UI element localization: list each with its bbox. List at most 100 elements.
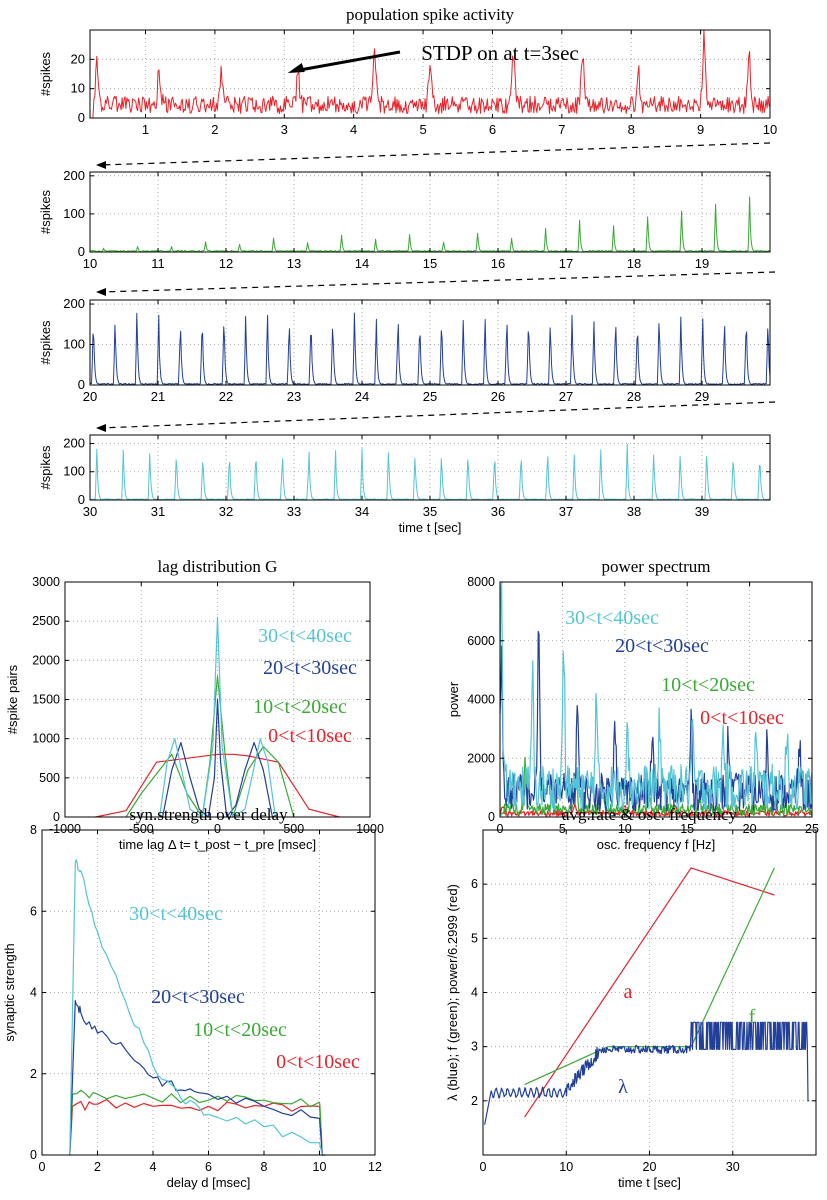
x-tick-label: 38 xyxy=(627,504,641,519)
series-line-green xyxy=(524,867,775,1086)
y-axis-label: power xyxy=(446,681,461,717)
x-axis-label: delay d [msec] xyxy=(167,1175,251,1190)
series-label: a xyxy=(624,981,633,1003)
y-tick-label: 4 xyxy=(30,986,37,1000)
series-line-red xyxy=(524,867,775,1118)
y-tick-label: 4 xyxy=(471,986,478,1000)
y-tick-label: 6 xyxy=(471,877,478,891)
series-line-navy xyxy=(162,698,273,818)
x-tick-label: 0 xyxy=(480,1160,487,1174)
series-label: 0<t<10sec xyxy=(700,707,784,729)
x-tick-label: 33 xyxy=(287,504,301,519)
x-tick-label: 30 xyxy=(726,1160,740,1174)
series-label: 0<t<10sec xyxy=(276,1051,360,1073)
y-tick-label: 8000 xyxy=(467,575,495,589)
x-tick-label: 5 xyxy=(419,122,426,137)
y-axis-label: #spike pairs xyxy=(5,664,20,734)
y-axis-label: #spikes xyxy=(38,189,53,234)
x-tick-label: 20 xyxy=(743,822,757,836)
series-label: λ xyxy=(618,1076,628,1098)
y-tick-label: 1000 xyxy=(32,732,60,746)
y-tick-label: 100 xyxy=(63,464,85,479)
x-axis-label: osc. frequency f [Hz] xyxy=(597,837,716,852)
series-line-cyan xyxy=(69,859,323,1156)
y-tick-label: 8 xyxy=(30,823,37,837)
x-tick-label: 25 xyxy=(805,822,819,836)
series-line-navy xyxy=(69,999,323,1156)
x-tick-label: 10 xyxy=(618,822,632,836)
y-tick-label: 200 xyxy=(63,435,85,450)
y-axis-label: #spikes xyxy=(38,445,53,490)
series-label: 30<t<40sec xyxy=(129,903,223,925)
y-tick-label: 100 xyxy=(63,206,85,221)
y-tick-label: 10 xyxy=(71,81,85,96)
x-tick-label: 32 xyxy=(219,504,233,519)
series-label: 10<t<20sec xyxy=(661,674,755,696)
y-tick-label: 6 xyxy=(30,904,37,918)
x-tick-label: 27 xyxy=(559,389,573,404)
x-tick-label: 15 xyxy=(680,822,694,836)
chart-title: population spike activity xyxy=(346,5,515,24)
x-tick-label: 0 xyxy=(497,822,504,836)
x-tick-label: 16 xyxy=(491,256,505,271)
y-tick-label: 5 xyxy=(471,931,478,945)
series-line-cyan xyxy=(159,616,276,818)
series-label: f xyxy=(749,1006,756,1028)
arrowhead-icon xyxy=(287,63,305,73)
x-tick-label: 37 xyxy=(559,504,573,519)
y-tick-label: 0 xyxy=(488,810,495,824)
y-tick-label: 0 xyxy=(53,810,60,824)
chart-title: lag distribution G xyxy=(158,557,278,576)
axes-box xyxy=(89,29,771,119)
x-tick-label: 3 xyxy=(281,122,288,137)
continuation-arrow-3 xyxy=(99,401,776,429)
series-label: 10<t<20sec xyxy=(193,1019,287,1041)
x-tick-label: 10 xyxy=(83,256,97,271)
x-tick-label: 36 xyxy=(491,504,505,519)
y-tick-label: 2 xyxy=(471,1094,478,1108)
arrowhead-icon xyxy=(96,161,106,169)
y-tick-label: 2000 xyxy=(467,751,495,765)
y-tick-label: 3 xyxy=(471,1040,478,1054)
axes-layer xyxy=(41,29,817,1156)
x-tick-label: 18 xyxy=(627,256,641,271)
x-tick-label: -1000 xyxy=(49,822,81,836)
x-tick-label: 5 xyxy=(559,822,566,836)
x-tick-label: 10 xyxy=(313,1160,327,1174)
y-tick-label: 2500 xyxy=(32,614,60,628)
x-tick-label: 6 xyxy=(205,1160,212,1174)
x-tick-label: 15 xyxy=(423,256,437,271)
x-tick-label: 11 xyxy=(151,256,165,271)
y-tick-label: 0 xyxy=(78,110,85,125)
series-label: 10<t<20sec xyxy=(253,696,347,718)
x-tick-label: 39 xyxy=(695,504,709,519)
x-tick-label: 12 xyxy=(368,1160,382,1174)
x-tick-label: 19 xyxy=(695,256,709,271)
arrows-layer xyxy=(96,142,776,432)
series-line-red xyxy=(90,29,771,119)
series-line-cyan xyxy=(499,581,813,811)
x-tick-label: 29 xyxy=(695,389,709,404)
x-tick-label: 12 xyxy=(219,256,233,271)
x-tick-label: 23 xyxy=(287,389,301,404)
x-tick-label: 1 xyxy=(142,122,149,137)
y-tick-label: 0 xyxy=(78,492,85,507)
x-tick-label: 2 xyxy=(211,122,218,137)
y-tick-label: 500 xyxy=(39,771,60,785)
x-tick-label: 6 xyxy=(489,122,496,137)
x-tick-label: 9 xyxy=(697,122,704,137)
x-tick-label: 21 xyxy=(151,389,165,404)
x-tick-label: 500 xyxy=(283,822,304,836)
arrowhead-icon xyxy=(96,424,106,432)
x-tick-label: 2 xyxy=(94,1160,101,1174)
continuation-arrow-2 xyxy=(99,271,776,293)
y-tick-label: 200 xyxy=(63,296,85,311)
arrowhead-icon xyxy=(96,288,106,296)
x-tick-label: 22 xyxy=(219,389,233,404)
series-label: 20<t<30sec xyxy=(615,635,709,657)
y-tick-label: 100 xyxy=(63,337,85,352)
annotation-arrow xyxy=(299,50,401,72)
continuation-arrow-1 xyxy=(99,142,771,166)
x-tick-label: 1000 xyxy=(356,822,384,836)
x-tick-label: 26 xyxy=(491,389,505,404)
